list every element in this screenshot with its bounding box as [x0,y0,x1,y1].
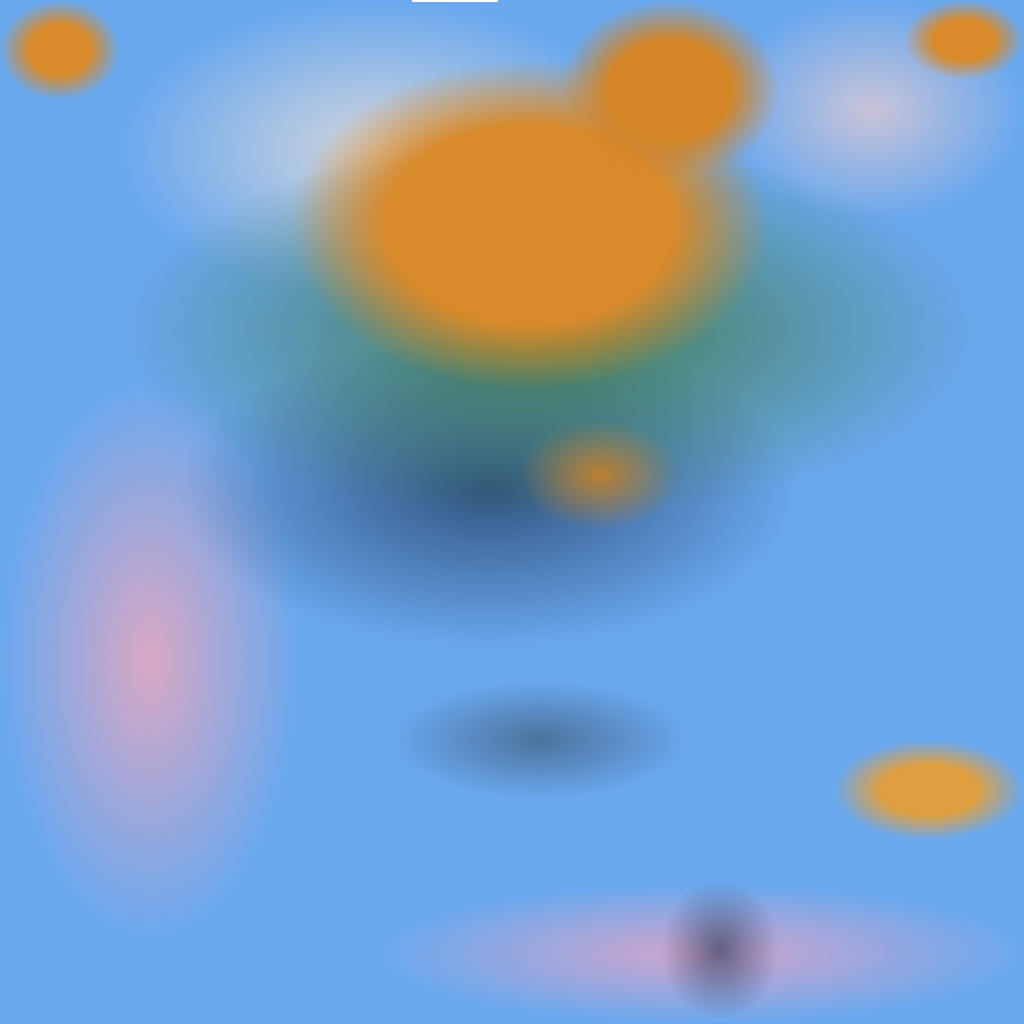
dark-streaks-bottom [660,880,780,1020]
orange-cloud-upper [560,0,780,180]
top-marker-line [412,0,498,2]
orange-cloud-topright [904,0,1024,80]
dark-streaks-middle [390,680,690,800]
orange-cloud-right [834,740,1024,840]
orange-cloud-topleft [0,0,120,100]
orange-cloud-lower [520,420,680,530]
